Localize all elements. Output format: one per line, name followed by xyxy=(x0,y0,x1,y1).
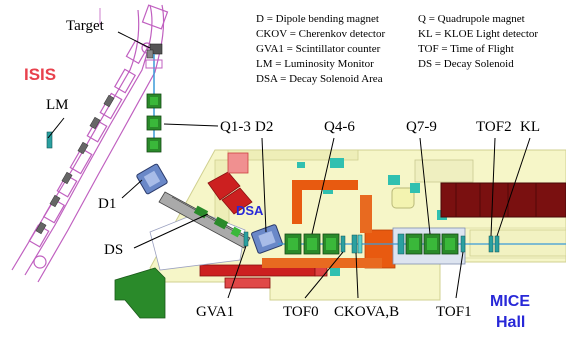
quadrupole-q1 xyxy=(146,93,162,109)
ckov-detectors xyxy=(351,234,363,254)
label-kl: KL xyxy=(520,119,540,135)
gva1-counter xyxy=(243,231,249,247)
luminosity-monitor xyxy=(46,131,53,149)
label-tof2: TOF2 xyxy=(476,119,512,135)
legend-left-2: GVA1 = Scintillator counter xyxy=(256,43,381,55)
label-ds: DS xyxy=(104,242,123,258)
dipole-d2 xyxy=(251,224,283,254)
quadrupole-q3 xyxy=(146,137,162,153)
legend-right-2: TOF = Time of Flight xyxy=(418,43,514,55)
label-gva1: GVA1 xyxy=(196,304,234,320)
dipole-d1 xyxy=(136,163,168,195)
isis-synchrotron-outline xyxy=(11,4,169,283)
label-q1-3: Q1-3 xyxy=(220,119,251,135)
label-ckova-b: CKOVA,B xyxy=(334,304,399,320)
component-labels: Target LM Q1-3 D2 Q4-6 Q7-9 TOF2 KL D1 D… xyxy=(46,18,540,320)
kl-detector xyxy=(494,235,500,253)
quadrupole-q7-9 xyxy=(397,233,459,255)
quadrupole-q4-6 xyxy=(284,233,340,255)
target xyxy=(146,43,163,59)
isis-magnets-dark xyxy=(35,94,115,235)
label-tof1: TOF1 xyxy=(436,304,472,320)
legend-left-3: LM = Luminosity Monitor xyxy=(256,58,374,70)
red-shielding xyxy=(199,152,328,289)
quadrupole-q2 xyxy=(146,115,162,131)
green-floor-block xyxy=(114,267,166,319)
area-title-mice-line2: Hall xyxy=(496,314,525,331)
area-title-isis: ISIS xyxy=(24,65,56,84)
orange-beamline-shielding xyxy=(262,180,396,269)
tof0-detector xyxy=(340,235,346,253)
label-target: Target xyxy=(66,18,105,34)
label-d2: D2 xyxy=(255,119,273,135)
legend-right-1: KL = KLOE Light detector xyxy=(418,28,538,40)
label-q4-6: Q4-6 xyxy=(324,119,355,135)
label-lm: LM xyxy=(46,97,69,113)
area-title-mice-line1: MICE xyxy=(490,293,530,310)
legend-left-0: D = Dipole bending magnet xyxy=(256,13,379,25)
legend-left-4: DSA = Decay Solenoid Area xyxy=(256,73,383,85)
tof1-detector xyxy=(460,235,466,253)
legend-right-0: Q = Quadrupole magnet xyxy=(418,13,525,25)
area-title-dsa: DSA xyxy=(236,203,264,218)
label-tof0: TOF0 xyxy=(283,304,319,320)
decay-solenoid xyxy=(158,191,251,249)
tof2-detector xyxy=(488,235,494,253)
label-d1: D1 xyxy=(98,196,116,212)
legend: D = Dipole bending magnet CKOV = Cherenk… xyxy=(256,13,538,85)
dark-red-blocks xyxy=(440,182,566,218)
label-q7-9: Q7-9 xyxy=(406,119,437,135)
legend-right-3: DS = Decay Solenoid xyxy=(418,58,514,70)
pointer-lines xyxy=(47,31,531,299)
legend-left-1: CKOV = Cherenkov detector xyxy=(256,28,385,40)
